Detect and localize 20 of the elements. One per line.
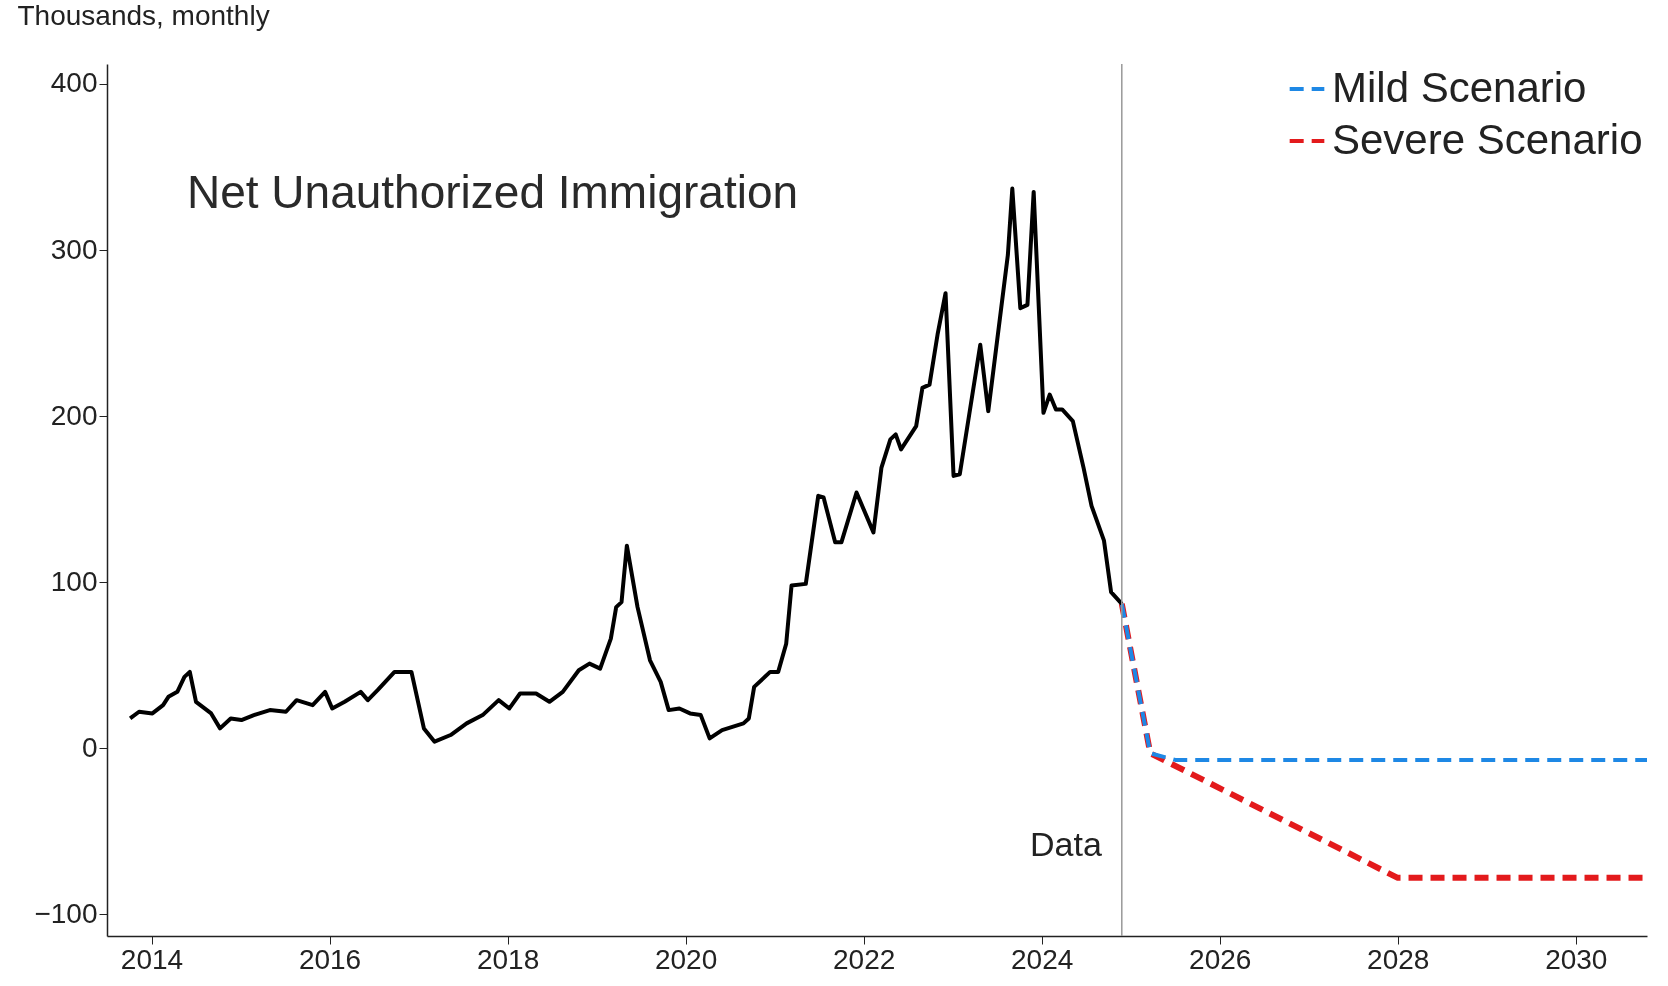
x-tick-label: 2016 bbox=[298, 943, 362, 975]
y-tick-label: −100 bbox=[34, 897, 98, 929]
legend-label: Mild Scenario bbox=[1332, 64, 1587, 111]
x-tick-label: 2018 bbox=[476, 943, 540, 975]
x-tick-label: 2030 bbox=[1545, 943, 1608, 975]
y-tick-label: 200 bbox=[50, 399, 98, 431]
x-tick-label: 2014 bbox=[120, 943, 184, 975]
y-tick-label: 300 bbox=[50, 233, 98, 265]
legend-label: Severe Scenario bbox=[1332, 116, 1643, 163]
x-tick-label: 2020 bbox=[654, 943, 718, 975]
x-tick-label: 2028 bbox=[1367, 943, 1430, 975]
x-tick-label: 2022 bbox=[833, 943, 896, 975]
x-tick-label: 2026 bbox=[1189, 943, 1252, 975]
y-tick-label: 400 bbox=[50, 67, 98, 99]
x-tick-label: 2024 bbox=[1011, 943, 1074, 975]
y-tick-label: 100 bbox=[50, 565, 98, 597]
y-axis-title: Thousands, monthly bbox=[17, 0, 270, 31]
ref-line-label: Data bbox=[1029, 825, 1102, 863]
y-tick-label: 0 bbox=[81, 731, 98, 763]
text: Net Unauthorized Immigration bbox=[187, 166, 799, 218]
